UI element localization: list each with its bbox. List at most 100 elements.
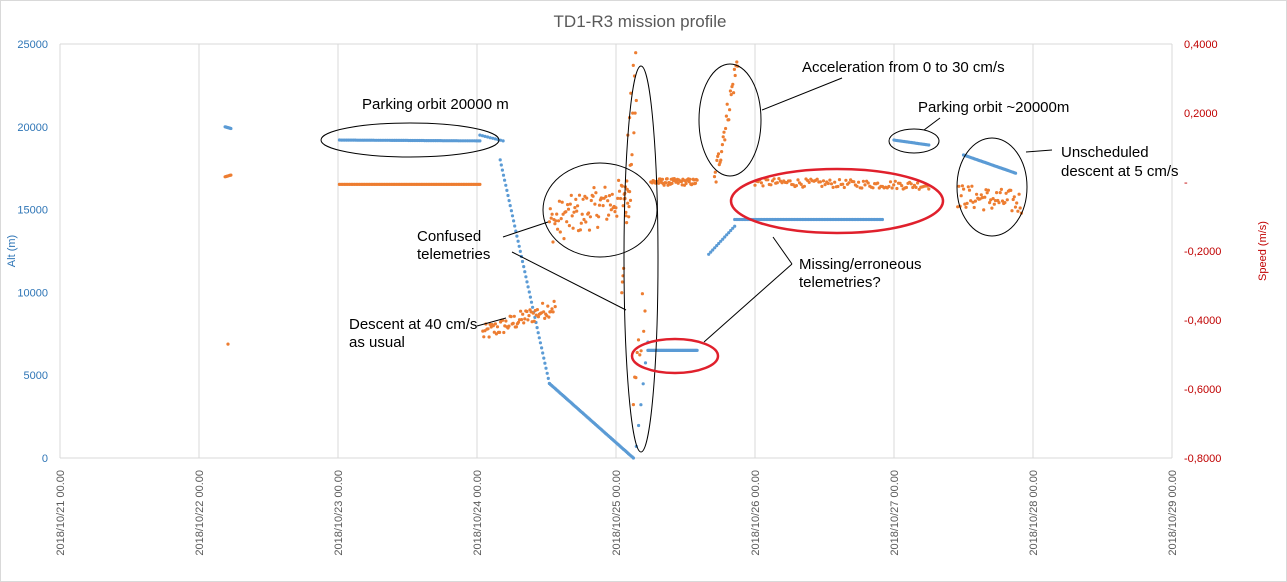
data-point — [631, 403, 636, 407]
data-point — [833, 180, 837, 184]
data-point — [967, 188, 972, 192]
data-point — [1004, 191, 1008, 195]
unsched-leader — [1025, 149, 1053, 153]
data-point — [711, 248, 715, 252]
data-point — [720, 150, 724, 154]
data-point — [876, 181, 880, 185]
missing-telemetry-ellipse-2 — [729, 167, 945, 235]
data-point — [551, 240, 555, 244]
data-point — [887, 184, 891, 189]
data-point — [580, 212, 584, 216]
data-point — [609, 208, 613, 212]
data-point — [511, 219, 516, 223]
data-point — [728, 108, 732, 112]
data-point — [962, 187, 966, 191]
data-point — [531, 305, 535, 309]
data-point — [893, 179, 897, 183]
data-point — [573, 206, 577, 210]
data-point — [608, 203, 613, 207]
data-point — [556, 227, 560, 231]
data-point — [831, 185, 835, 189]
data-point — [847, 181, 851, 185]
data-point — [625, 221, 629, 225]
confused-leader-2 — [511, 251, 627, 311]
data-point — [753, 183, 757, 187]
data-point — [820, 184, 824, 188]
data-point — [732, 67, 737, 71]
data-point — [507, 324, 511, 328]
data-point — [509, 209, 513, 213]
data-point — [695, 348, 699, 352]
data-point — [983, 195, 987, 199]
data-point — [844, 178, 848, 182]
data-point — [818, 180, 823, 184]
data-point — [719, 158, 723, 162]
data-point — [815, 177, 819, 181]
data-point — [684, 181, 688, 186]
data-point — [581, 197, 585, 201]
data-point — [643, 309, 647, 313]
data-point — [514, 229, 518, 233]
data-point — [516, 239, 520, 243]
data-point — [1012, 195, 1016, 199]
data-point — [666, 183, 670, 187]
right-axis-ticks: -0,8000-0,6000-0,4000-0,2000-0,20000,400… — [1184, 39, 1221, 465]
data-point — [517, 244, 521, 248]
data-point — [1016, 209, 1020, 213]
data-point — [527, 290, 531, 294]
data-point — [857, 180, 861, 184]
x-tick-label: 2018/10/24 00.00 — [472, 470, 484, 556]
data-point — [1015, 201, 1019, 205]
data-point — [687, 180, 691, 184]
data-point — [610, 192, 614, 196]
data-point — [823, 183, 827, 187]
data-point — [570, 214, 574, 218]
data-point — [788, 179, 792, 183]
data-point — [836, 184, 840, 189]
data-point — [716, 154, 720, 158]
data-point — [526, 285, 530, 289]
data-point — [510, 214, 515, 218]
data-point — [491, 324, 495, 328]
left-axis-label: Alt (m) — [6, 235, 18, 267]
data-point — [616, 196, 620, 200]
x-axis-ticks: 2018/10/21 00.00 2018/10/22 00.00 2018/10/… — [55, 470, 1179, 556]
data-point — [613, 210, 617, 214]
data-point — [584, 220, 588, 224]
data-point — [488, 136, 492, 140]
data-point — [723, 235, 727, 239]
data-point — [536, 315, 541, 319]
data-point — [855, 184, 859, 188]
data-point — [1003, 201, 1007, 205]
data-point — [559, 217, 563, 221]
data-point — [759, 181, 764, 185]
data-point — [514, 325, 519, 329]
data-point — [911, 185, 915, 190]
data-point — [529, 300, 534, 304]
data-point — [731, 226, 735, 230]
annotation-unscheduled-line2: descent at 5 cm/s — [1061, 163, 1179, 180]
data-point — [527, 314, 531, 318]
data-point — [627, 215, 631, 219]
data-point — [615, 214, 619, 218]
data-point — [524, 275, 528, 279]
data-point — [607, 194, 612, 198]
data-point — [566, 207, 571, 211]
data-point — [670, 181, 674, 185]
data-point — [639, 349, 643, 353]
data-point — [904, 185, 909, 190]
data-point — [826, 181, 830, 186]
data-point — [927, 187, 931, 191]
data-point — [493, 322, 497, 326]
data-point — [620, 291, 624, 295]
data-point — [634, 376, 638, 380]
x-tick-label: 2018/10/27 00.00 — [889, 470, 901, 556]
data-point — [1005, 198, 1009, 202]
data-point — [639, 403, 643, 407]
parking2-leader — [923, 117, 941, 131]
data-point — [522, 321, 526, 325]
data-point — [723, 138, 727, 142]
descent-leader — [476, 317, 507, 327]
right-tick-label: 0,2000 — [1184, 108, 1218, 120]
data-point — [638, 353, 642, 357]
